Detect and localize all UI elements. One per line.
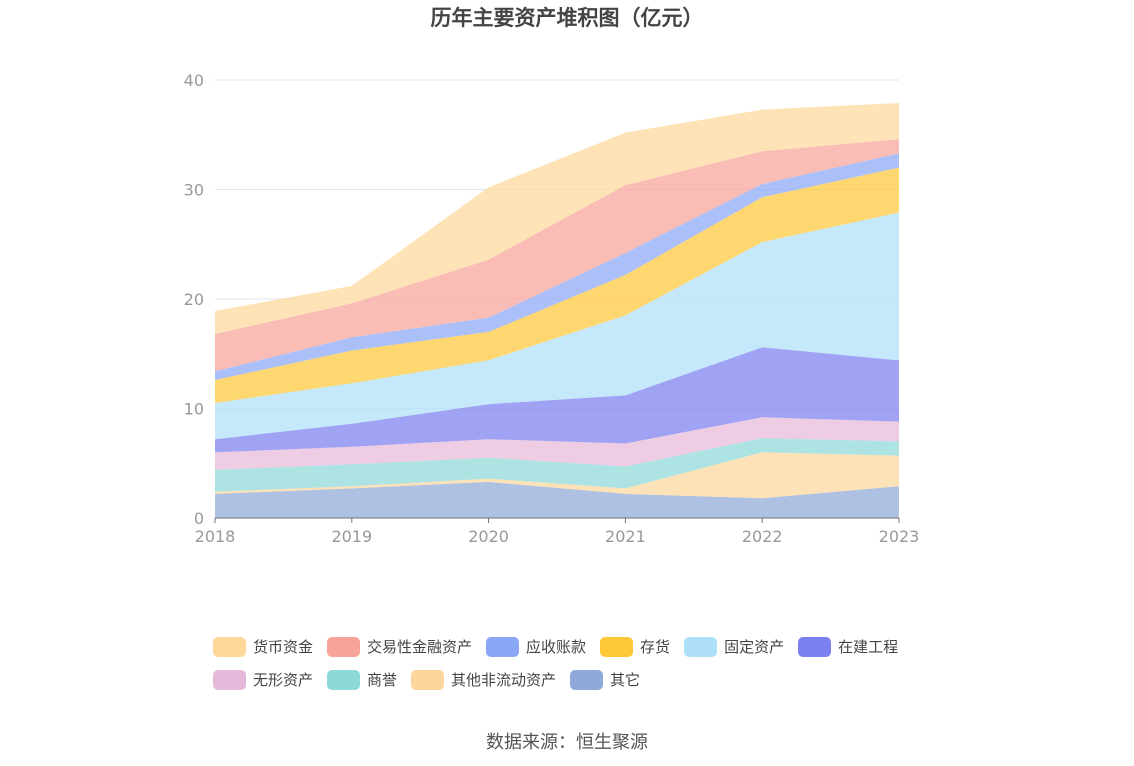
legend-item[interactable]: 商誉 [327,669,397,690]
legend-swatch [327,636,361,657]
area-其他非流动资产 [215,452,899,499]
legend-item[interactable]: 其它 [570,669,640,690]
legend-swatch [213,636,246,657]
legend-item[interactable]: 无形资产 [213,669,313,690]
legend-label: 无形资产 [253,671,314,689]
legend: 货币资金 交易性金融资产 应收账款 存货 固定资产 在建工程无形资产 商誉 其他非流动资产 其它 [213,630,973,696]
legend-swatch [411,669,445,690]
legend-item[interactable]: 应收账款 [486,636,586,657]
x-tick-label: 2023 [879,527,920,546]
legend-item[interactable]: 货币资金 [213,636,313,657]
legend-item[interactable]: 固定资产 [684,636,784,657]
y-tick-label: 40 [184,71,204,90]
area-商誉 [215,438,899,492]
x-tick-label: 2019 [331,527,372,546]
x-tick-label: 2022 [742,527,783,546]
legend-swatch [600,636,634,657]
y-tick-label: 0 [194,509,204,528]
legend-swatch [213,669,246,690]
legend-swatch [327,669,361,690]
area-固定资产 [215,212,899,440]
legend-item[interactable]: 其他非流动资产 [411,669,556,690]
x-tick-label: 2018 [195,527,236,546]
data-source: 数据来源：恒生聚源 [486,732,648,753]
legend-item[interactable]: 存货 [600,636,670,657]
legend-label: 固定资产 [724,638,785,656]
legend-swatch [684,636,718,657]
x-tick-label: 2021 [605,527,646,546]
y-tick-label: 30 [184,181,204,200]
legend-label: 商誉 [367,671,398,689]
y-tick-label: 10 [184,400,204,419]
legend-row: 货币资金 交易性金融资产 应收账款 存货 固定资产 在建工程 [213,630,973,663]
area-交易性金融资产 [215,139,899,372]
legend-label: 其他非流动资产 [451,671,557,689]
legend-label: 其它 [610,671,641,689]
legend-label: 应收账款 [526,638,587,656]
axes: 0 10 20 30 40 2018 2019 2020 2021 2022 2023 [184,71,920,546]
legend-item[interactable]: 在建工程 [798,636,898,657]
area-应收账款 [215,153,899,380]
y-tick-label: 20 [184,290,204,309]
legend-label: 货币资金 [253,638,314,656]
legend-item[interactable]: 交易性金融资产 [327,636,472,657]
area-无形资产 [215,417,899,470]
legend-label: 交易性金融资产 [367,638,473,656]
stacked-areas [215,103,899,518]
area-其它 [215,481,899,518]
legend-label: 存货 [640,638,671,656]
area-货币资金 [215,103,899,334]
legend-swatch [798,636,832,657]
chart-title: 历年主要资产堆积图（亿元） [430,6,704,30]
legend-swatch [570,669,604,690]
area-在建工程 [215,347,899,453]
legend-label: 在建工程 [838,638,899,656]
area-存货 [215,167,899,403]
x-tick-label: 2020 [468,527,509,546]
legend-swatch [486,636,520,657]
legend-row: 无形资产 商誉 其他非流动资产 其它 [213,663,973,696]
